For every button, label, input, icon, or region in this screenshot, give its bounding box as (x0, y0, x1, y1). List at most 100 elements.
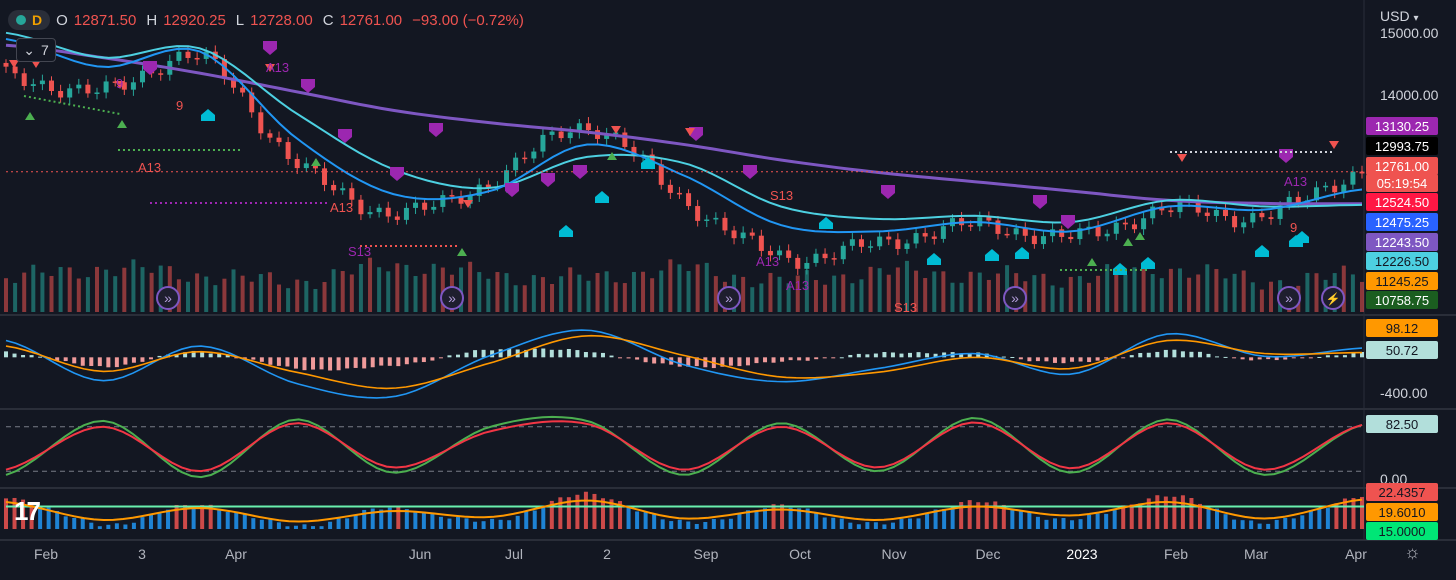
oscillator-histogram-bar (311, 526, 316, 529)
macd-histogram-bar (720, 357, 725, 367)
purple-marker-icon (573, 165, 587, 179)
candle (658, 164, 664, 185)
macd-histogram-bar (959, 353, 964, 358)
volume-bar (832, 275, 837, 312)
volume-bar (995, 273, 1000, 312)
volume-bar (1150, 274, 1155, 312)
up-arrow-icon (1087, 258, 1097, 266)
oscillator-histogram-bar (1052, 518, 1057, 529)
purple-marker-icon (301, 79, 315, 93)
volume-bar (122, 267, 127, 312)
candle (140, 70, 146, 83)
oscillator-histogram-bar (609, 499, 614, 529)
macd-histogram-bar (38, 356, 43, 358)
oscillator-histogram-bar (643, 511, 648, 529)
macd-histogram-bar (174, 354, 179, 358)
macd-histogram-bar (1027, 357, 1032, 362)
macd-histogram-bar (933, 353, 938, 358)
macd-histogram-bar (890, 352, 895, 358)
candle (458, 196, 464, 204)
candle (331, 184, 337, 191)
oscillator-histogram-bar (507, 520, 512, 529)
volume-bar (577, 274, 582, 312)
volume-bar (322, 282, 327, 312)
volume-bar (668, 259, 673, 312)
volume-bar (859, 279, 864, 312)
macd-histogram-bar (12, 353, 17, 358)
market-open-dot-icon (16, 15, 26, 25)
volume-bar (868, 266, 873, 312)
macd-histogram-bar (1044, 357, 1049, 362)
volume-bar (777, 276, 782, 312)
macd-histogram-bar (1317, 356, 1322, 358)
macd-histogram-bar (276, 357, 281, 366)
symbol-pill[interactable]: D (8, 10, 51, 30)
x-tick-label: Mar (1244, 546, 1268, 562)
candle (1077, 228, 1083, 240)
oscillator-histogram-bar (234, 511, 239, 529)
oscillator-histogram-bar (1172, 496, 1177, 529)
volume-bar (1341, 265, 1346, 312)
signal-annotation: S13 (348, 244, 371, 259)
down-arrow-icon (685, 128, 695, 136)
macd-histogram-bar (1078, 357, 1083, 362)
macd-histogram-bar (1334, 355, 1339, 358)
candle (649, 154, 655, 165)
macd-histogram-bar (1155, 351, 1160, 358)
candle (804, 262, 810, 269)
volume-bar (240, 275, 245, 312)
macd-histogram-bar (797, 357, 802, 361)
candle (604, 133, 610, 139)
up-arrow-icon (457, 248, 467, 256)
volume-bar (1177, 268, 1182, 312)
indicators-collapse-button[interactable]: ⌄ 7 (16, 38, 56, 62)
oscillator-histogram-bar (268, 519, 273, 529)
oscillator-histogram-bar (1163, 496, 1168, 529)
macd-histogram-bar (1138, 353, 1143, 358)
macd-histogram-bar (379, 357, 384, 366)
oscillator-histogram-bar (1360, 496, 1364, 529)
oscillator-histogram-bar (21, 499, 26, 529)
oscillator-histogram-bar (29, 504, 34, 529)
candle (240, 87, 246, 93)
candle (968, 225, 974, 227)
cyan-marker-icon (595, 191, 609, 203)
volume-bar (695, 264, 700, 312)
oscillator-histogram-bar (166, 509, 171, 529)
macd-histogram-bar (311, 357, 316, 370)
candle (276, 137, 282, 143)
macd-histogram-bar (1010, 357, 1015, 359)
volume-bar (495, 272, 500, 312)
oscillator-histogram-bar (1070, 520, 1075, 529)
macd-histogram-bar (626, 357, 631, 359)
oscillator-histogram-bar (728, 518, 733, 529)
tradingview-logo-icon[interactable]: 17 (14, 496, 41, 526)
volume-bar (1205, 264, 1210, 312)
price-label-bg (1366, 252, 1438, 270)
volume-bar (286, 288, 291, 312)
candle (722, 217, 728, 231)
macd-histogram-bar (592, 352, 597, 358)
signal-line (5, 334, 1363, 390)
volume-bar (813, 280, 818, 312)
candle (695, 206, 701, 221)
macd-histogram-bar (1274, 357, 1279, 361)
oscillator-histogram-bar (635, 511, 640, 529)
macd-histogram-bar (396, 357, 401, 367)
candle (1141, 218, 1147, 230)
oscillator-histogram-bar (1266, 523, 1271, 529)
candle (1313, 187, 1319, 201)
volume-bar (1050, 285, 1055, 312)
oscillator-histogram-bar (856, 524, 861, 529)
gear-icon[interactable]: ☼ (1404, 542, 1421, 562)
volume-bar (1141, 263, 1146, 312)
currency-selector[interactable]: USD ▾ (1380, 8, 1418, 24)
volume-bar (1105, 264, 1110, 312)
macd-histogram-bar (370, 357, 375, 368)
oscillator-histogram-bar (498, 519, 503, 529)
oscillator-histogram-bar (1044, 519, 1049, 529)
oscillator-histogram-bar (925, 513, 930, 529)
oscillator-histogram-bar (524, 511, 529, 529)
